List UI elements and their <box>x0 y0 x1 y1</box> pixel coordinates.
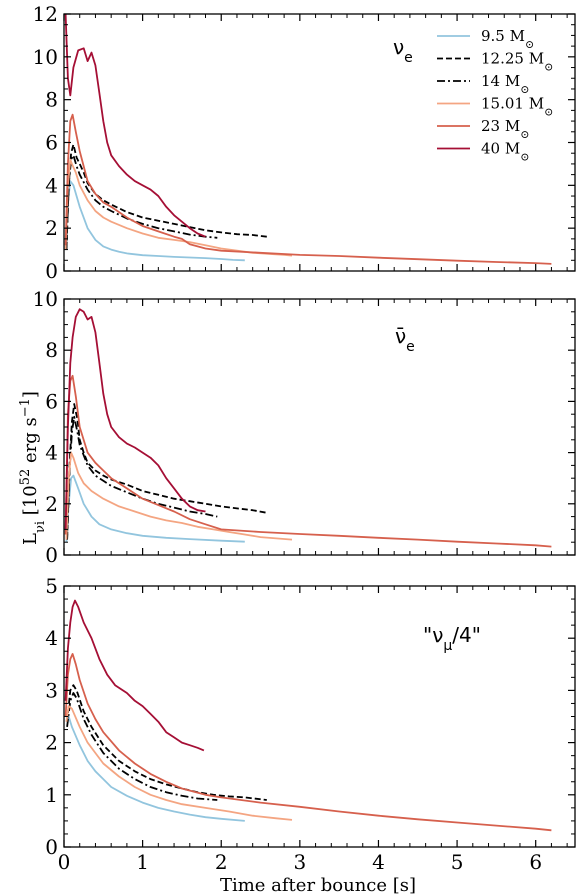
y-tick-label: 4 <box>45 626 58 650</box>
y-tick-label: 12 <box>33 2 58 26</box>
x-tick-label: 2 <box>215 850 228 874</box>
panel-3: 0 1 2 3 4 5 0 1 2 3 4 5 6 "νμ/4" <box>45 574 576 874</box>
series-line-12-25-m <box>65 143 267 250</box>
series-line-14-m <box>66 692 218 801</box>
panel-1: 0 2 4 6 8 10 12 νe <box>33 2 576 283</box>
legend-label: 9.5 M⊙ <box>481 27 534 51</box>
y-tick-label: 6 <box>45 131 58 155</box>
y-tick-label: 4 <box>45 173 58 197</box>
y-tick-label: 10 <box>33 287 58 311</box>
panel-2: 0 2 4 6 8 10 ν̄e <box>33 287 576 567</box>
y-tick-label: 3 <box>45 678 58 702</box>
y-tick-label: 8 <box>45 338 58 362</box>
panel-label: "νμ/4" <box>423 623 481 654</box>
y-tick-label: 2 <box>45 492 58 516</box>
series-line-12-25-m <box>66 403 267 540</box>
legend-label: 12.25 M⊙ <box>481 50 553 74</box>
y-tick-label: 0 <box>45 835 58 859</box>
x-tick-label: 0 <box>58 850 71 874</box>
legend-label: 15.01 M⊙ <box>481 95 553 119</box>
series-line-23-m <box>64 653 552 832</box>
x-axis-label: Time after bounce [s] <box>220 875 416 896</box>
legend-label: 40 M⊙ <box>481 140 529 164</box>
axes-frame <box>63 585 576 848</box>
y-tick-label: 4 <box>45 441 58 465</box>
x-tick-label: 5 <box>451 850 464 874</box>
y-axis-label: Lνi [1052 erg s−1] <box>18 391 48 545</box>
y-tick-label: 10 <box>33 45 58 69</box>
series-line-15-01-m <box>65 705 293 821</box>
y-tick-label: 5 <box>45 574 58 598</box>
legend-label: 14 M⊙ <box>481 72 529 96</box>
y-tick-label: 2 <box>45 216 58 240</box>
series-line-9-5-m <box>65 715 245 822</box>
x-tick-label: 6 <box>529 850 542 874</box>
series-line-23-m <box>64 113 552 265</box>
panel-label: νe <box>393 35 413 66</box>
series-line-40-m <box>64 599 205 752</box>
series-group <box>64 599 552 832</box>
panel-label: ν̄e <box>395 324 415 355</box>
legend-label: 23 M⊙ <box>481 117 529 141</box>
series-line-9-5-m <box>64 180 245 262</box>
series-line-14-m <box>65 154 218 250</box>
y-tick-label: 0 <box>45 259 58 283</box>
series-group <box>64 14 552 265</box>
y-tick-label: 6 <box>45 389 58 413</box>
series-line-15-01-m <box>64 158 293 257</box>
x-tick-label: 4 <box>372 850 385 874</box>
axes-frame <box>63 298 576 556</box>
series-line-23-m <box>64 374 552 548</box>
y-tick-label: 1 <box>45 783 58 807</box>
x-tick-label: 3 <box>293 850 306 874</box>
series-line-9-5-m <box>65 474 245 543</box>
series-line-12-25-m <box>66 684 267 801</box>
series-line-14-m <box>66 415 218 540</box>
series-line-40-m <box>64 308 206 530</box>
y-tick-label: 0 <box>45 543 58 567</box>
series-line-15-01-m <box>65 451 293 541</box>
series-line-40-m <box>64 14 206 238</box>
legend: 9.5 M⊙12.25 M⊙14 M⊙15.01 M⊙23 M⊙40 M⊙ <box>437 27 553 163</box>
series-group <box>64 308 552 548</box>
y-tick-label: 2 <box>45 731 58 755</box>
x-tick-label: 1 <box>136 850 149 874</box>
y-tick-label: 8 <box>45 88 58 112</box>
